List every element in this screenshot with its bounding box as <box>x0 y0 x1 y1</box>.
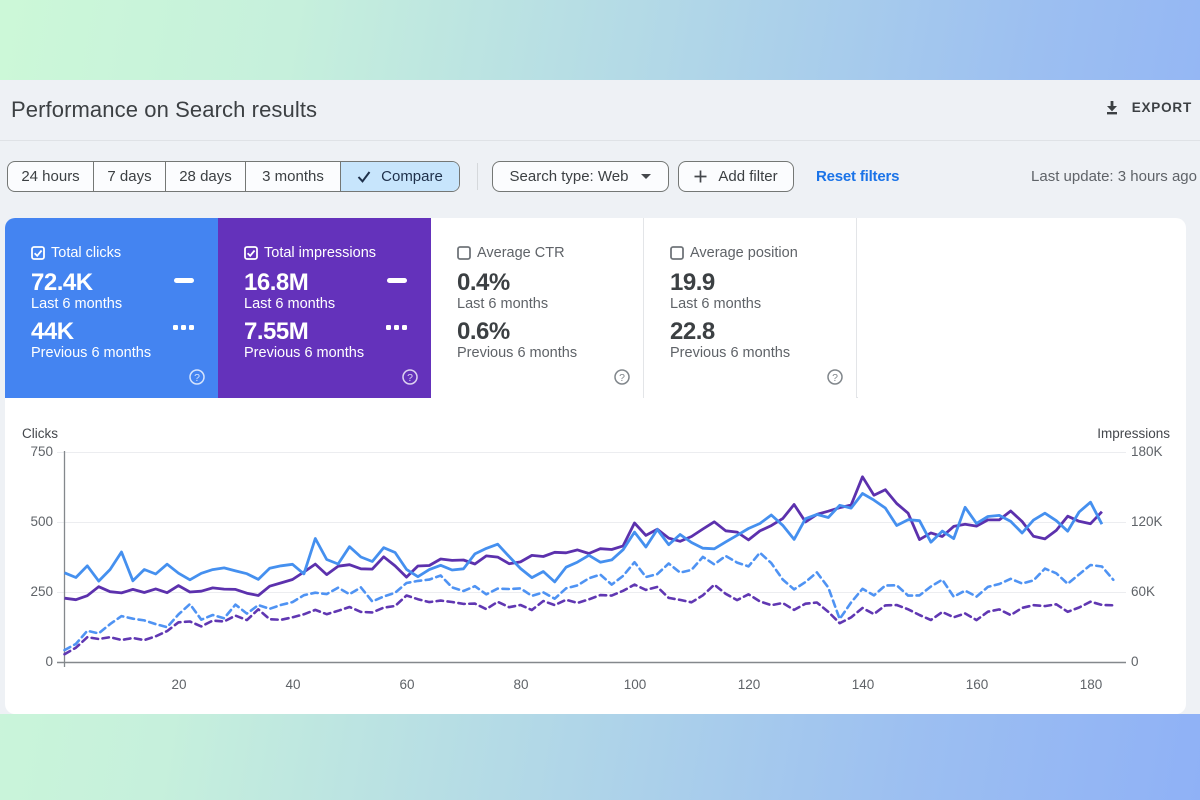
svg-text:?: ? <box>407 372 413 384</box>
svg-text:?: ? <box>619 372 625 384</box>
svg-text:?: ? <box>194 372 200 384</box>
svg-text:?: ? <box>832 372 838 384</box>
